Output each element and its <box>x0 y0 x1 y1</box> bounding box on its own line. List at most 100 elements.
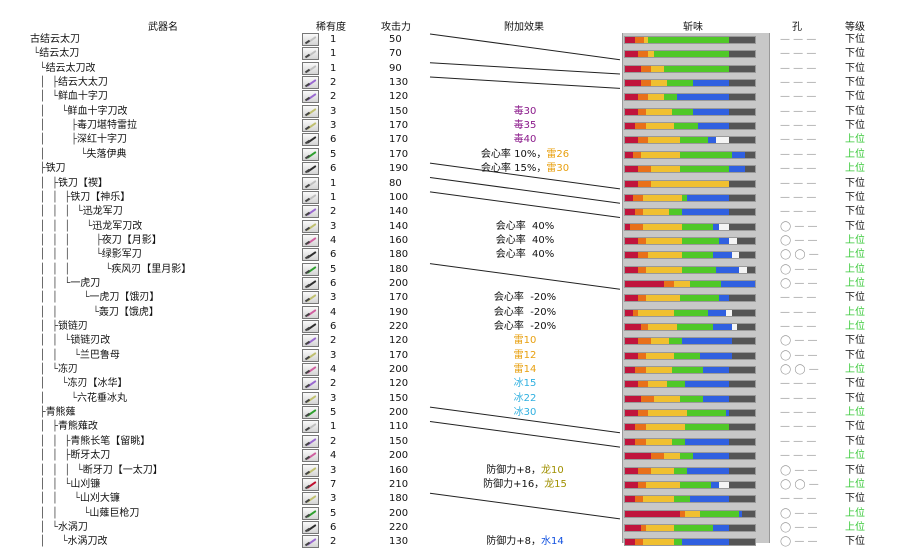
katana-icon <box>302 492 319 506</box>
table-row[interactable]: │ │ │ └迅龙军刀 2 140 — — — 下位 <box>0 205 921 219</box>
table-row[interactable]: │ └失落伊典 5 170 会心率 10%，雷26 — — — 上位 <box>0 147 921 162</box>
tree-branch: │ └ <box>30 536 68 548</box>
effect-part: 毒40 <box>513 134 537 146</box>
table-row[interactable]: │ │ └山刈大镰 3 180 — — — 下位 <box>0 492 921 506</box>
attack-value: 220 <box>389 521 409 533</box>
weapon-name: │ │ │ └断牙刀【一太刀】 <box>30 465 163 477</box>
table-row[interactable]: │ ├结云大太刀 2 130 — — — 下位 <box>0 76 921 90</box>
weapon-name-text: 一虎刀 <box>70 277 101 289</box>
slot-indicator: — — — <box>780 421 817 433</box>
effect-value: 雷12 <box>430 350 620 362</box>
table-row[interactable]: │ │ └一虎刀 6 200 ◯ — — 上位 <box>0 276 921 291</box>
sharpness-bar <box>624 351 756 360</box>
table-row[interactable]: │ └六花垂冰丸 3 150 冰22 — — — 下位 <box>0 391 921 406</box>
table-row[interactable]: │ │ │ └绿影军刀 6 180 会心率 40% ◯ ◯ — 上位 <box>0 248 921 262</box>
effect-part: 会心率 -20% <box>493 292 557 304</box>
sharpness-segment-orange <box>635 367 646 374</box>
table-row[interactable]: │ ├深红十字刀 6 170 毒40 — — — 上位 <box>0 133 921 147</box>
rarity-value: 6 <box>330 521 337 533</box>
sharpness-segment-orange <box>640 524 646 531</box>
katana-icon <box>302 276 319 290</box>
attack-value: 140 <box>389 206 409 218</box>
weapon-name-text: 铁刀【禊】 <box>57 177 108 189</box>
table-row[interactable]: └结云太刀 1 70 — — — 下位 <box>0 47 921 61</box>
table-row[interactable]: └结云太刀改 1 90 — — — 下位 <box>0 61 921 76</box>
table-row[interactable]: │ └冻刃 4 200 雷14 ◯ ◯ — 上位 <box>0 363 921 377</box>
weapon-name-text: 古结云太刀 <box>30 34 80 45</box>
table-row[interactable]: │ ├锁链刃 6 220 会心率 -20% — — — 上位 <box>0 320 921 334</box>
table-row[interactable]: │ │ └锁链刃改 2 120 雷10 ◯ — — 下位 <box>0 334 921 348</box>
weapon-name-text: 铁刀 <box>45 163 66 175</box>
sharpness-segment-green <box>674 539 683 546</box>
sharpness-segment-orange <box>632 194 644 201</box>
effect-value: 毒35 <box>430 120 620 132</box>
table-row[interactable]: ├铁刀 6 190 会心率 15%，雷30 — — — 上位 <box>0 162 921 176</box>
tree-branch: │ └ <box>30 521 58 533</box>
table-row[interactable]: ├青熊薙 5 200 冰30 — — — 上位 <box>0 406 921 420</box>
table-row[interactable]: │ │ │ └断牙刀【一太刀】 3 160 防御力+8，龙10 ◯ — — 下位 <box>0 463 921 478</box>
sharpness-segment-red <box>625 510 680 517</box>
sharpness-segment-red <box>625 237 638 244</box>
table-row[interactable]: │ │ ├青熊长笔【留眺】 2 150 — — — 下位 <box>0 434 921 449</box>
sharpness-segment-red <box>625 137 638 144</box>
table-row[interactable]: │ │ ├铁刀【神乐】 1 100 — — — 下位 <box>0 190 921 205</box>
slot-indicator: ◯ — — <box>780 234 818 246</box>
sharpness-bar <box>624 165 756 174</box>
table-row[interactable]: │ │ └山薙巨枪刀 5 200 ◯ — — 上位 <box>0 506 921 521</box>
table-row[interactable]: │ └鲜血十字刀 2 120 — — — 下位 <box>0 90 921 104</box>
table-row[interactable]: │ ├青熊薙改 1 110 — — — 下位 <box>0 420 921 434</box>
table-row[interactable]: │ │ └山刈镰 7 210 防御力+16，龙15 ◯ ◯ — 上位 <box>0 477 921 492</box>
sharpness-segment-yellow <box>645 424 685 431</box>
sharpness-segment-yellow <box>648 252 683 259</box>
weapon-name: │ │ └锁链刃改 <box>30 335 111 347</box>
header-name: 武器名 <box>148 22 178 33</box>
tree-branch: │ │ └ <box>30 306 99 318</box>
katana-icon <box>302 506 319 520</box>
sharpness-segment-blue <box>715 266 740 273</box>
attack-value: 130 <box>389 77 409 89</box>
weapon-name-text: 兰巴鲁母 <box>79 349 120 361</box>
table-row[interactable]: │ │ └一虎刀【饿刃】 3 170 会心率 -20% — — — 下位 <box>0 291 921 305</box>
sharpness-bar <box>624 208 756 217</box>
sharpness-segment-green <box>663 94 677 101</box>
weapon-name: │ │ └兰巴鲁母 <box>30 350 120 362</box>
weapon-name-text: 一虎刀【饿刃】 <box>89 292 160 304</box>
tree-branch: │ └ <box>30 105 68 117</box>
sharpness-segment-orange <box>638 94 649 101</box>
table-row[interactable]: │ ├毒刀堪特雷拉 3 170 毒35 — — — 下位 <box>0 119 921 133</box>
table-row[interactable]: │ │ │ └疾风刃【里月影】 5 180 ◯ — — 上位 <box>0 262 921 277</box>
sharpness-segment-red <box>625 266 638 273</box>
sharpness-segment-white <box>731 324 737 330</box>
table-row[interactable]: │ │ │ ├夜刀【月影】 4 160 会心率 40% ◯ — — 上位 <box>0 233 921 248</box>
table-row[interactable]: │ │ └兰巴鲁母 3 170 雷12 ◯ — — 下位 <box>0 348 921 363</box>
sharpness-segment-yellow <box>645 108 672 115</box>
katana-icon <box>302 133 319 147</box>
katana-icon <box>302 406 319 420</box>
table-row[interactable]: │ └水涡刀改 2 130 防御力+8，水14 ◯ — — 下位 <box>0 535 921 549</box>
table-row[interactable]: │ │ │ └迅龙军刀改 3 140 会心率 40% ◯ — — 下位 <box>0 219 921 234</box>
sharpness-bar <box>624 509 756 518</box>
weapon-name: ├青熊薙 <box>30 407 76 419</box>
sharpness-bar <box>624 251 756 260</box>
sharpness-segment-yellow <box>651 180 729 187</box>
attack-value: 200 <box>389 507 409 519</box>
weapon-name: │ └鲜血十字刀改 <box>30 105 128 118</box>
table-row[interactable]: │ └鲜血十字刀改 3 150 毒30 — — — 下位 <box>0 104 921 119</box>
table-row[interactable]: │ └冻刃【冰华】 2 120 冰15 — — — 下位 <box>0 377 921 391</box>
sharpness-bar <box>624 222 756 231</box>
table-row[interactable]: │ │ └轰刀【饿虎】 4 190 会心率 -20% — — — 上位 <box>0 305 921 320</box>
table-row[interactable]: │ │ ├断牙太刀 4 200 — — — 上位 <box>0 449 921 463</box>
table-row[interactable]: │ ├铁刀【禊】 1 80 — — — 下位 <box>0 176 921 191</box>
rarity-value: 4 <box>330 364 337 376</box>
weapon-name: │ ├毒刀堪特雷拉 <box>30 120 137 132</box>
sharpness-bar <box>624 279 756 288</box>
table-row[interactable]: │ └水涡刀 6 220 ◯ — — 上位 <box>0 520 921 535</box>
table-row[interactable]: 古结云太刀 1 50 — — — 下位 <box>0 33 921 47</box>
sharpness-segment-yellow <box>645 367 672 374</box>
weapon-name-text: 绿影军刀 <box>101 249 142 261</box>
sharpness-segment-red <box>625 309 633 316</box>
slot-indicator: — — — <box>780 378 817 390</box>
attack-value: 190 <box>389 306 409 318</box>
rarity-value: 2 <box>330 91 337 103</box>
tree-branch: │ │ └ <box>30 478 71 490</box>
